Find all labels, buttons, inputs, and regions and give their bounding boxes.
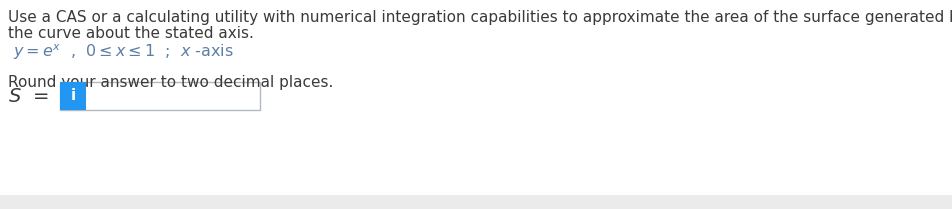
FancyBboxPatch shape <box>0 195 952 209</box>
Text: $S$  =: $S$ = <box>8 87 50 106</box>
Text: i: i <box>70 88 75 103</box>
Text: the curve about the stated axis.: the curve about the stated axis. <box>8 26 253 41</box>
Text: Round your answer to two decimal places.: Round your answer to two decimal places. <box>8 75 333 90</box>
FancyBboxPatch shape <box>60 82 260 110</box>
FancyBboxPatch shape <box>60 82 86 110</box>
Text: Use a CAS or a calculating utility with numerical integration capabilities to ap: Use a CAS or a calculating utility with … <box>8 10 952 25</box>
Text: $y = e^x$  ,  $0 \leq x \leq 1$  ;  $x$ -axis: $y = e^x$ , $0 \leq x \leq 1$ ; $x$ -axi… <box>8 42 233 62</box>
